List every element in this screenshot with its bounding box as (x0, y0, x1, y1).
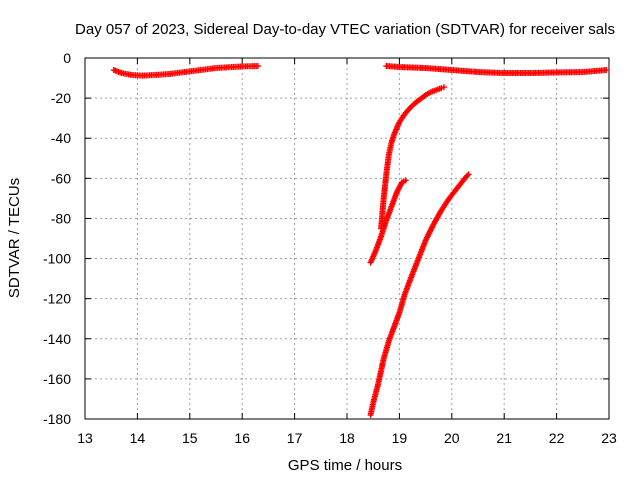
y-tick-labels: 0 -20 -40 -60 -80 -100 -120 -140 -160 -180 (43, 50, 71, 427)
x-tick-label: 13 (77, 430, 93, 446)
data-point (465, 171, 472, 178)
y-tick-label: -180 (43, 411, 71, 427)
series-2 (383, 63, 610, 77)
x-axis-title: GPS time / hours (288, 457, 402, 474)
series-5 (367, 171, 472, 418)
data-point (440, 84, 447, 91)
x-tick-label: 17 (287, 430, 303, 446)
x-tick-label: 18 (339, 430, 355, 446)
x-tick-label: 21 (496, 430, 512, 446)
series-3 (378, 84, 447, 232)
y-tick-label: -60 (51, 170, 71, 186)
y-tick-label: 0 (63, 50, 71, 66)
y-tick-label: -120 (43, 291, 71, 307)
y-axis-title: SDTVAR / TECUs (6, 178, 23, 298)
x-tick-label: 23 (601, 430, 617, 446)
tick-marks (84, 57, 610, 420)
series-4 (367, 177, 409, 266)
x-tick-label: 16 (234, 430, 250, 446)
grid (85, 58, 609, 419)
y-tick-label: -80 (51, 210, 71, 226)
x-tick-label: 19 (392, 430, 408, 446)
y-tick-label: -40 (51, 130, 71, 146)
x-tick-label: 14 (130, 430, 146, 446)
data-point (254, 63, 261, 70)
x-tick-label: 22 (549, 430, 565, 446)
x-tick-label: 15 (182, 430, 198, 446)
data-points (110, 63, 610, 418)
x-tick-label: 20 (444, 430, 460, 446)
y-tick-label: -100 (43, 251, 71, 267)
data-point (402, 177, 409, 184)
y-tick-label: -20 (51, 90, 71, 106)
y-tick-label: -160 (43, 371, 71, 387)
chart-title: Day 057 of 2023, Sidereal Day-to-day VTE… (75, 21, 615, 38)
series-1 (110, 63, 261, 79)
x-tick-labels: 13 14 15 16 17 18 19 20 21 22 23 (77, 430, 617, 446)
data-point (603, 67, 610, 74)
y-tick-label: -140 (43, 331, 71, 347)
